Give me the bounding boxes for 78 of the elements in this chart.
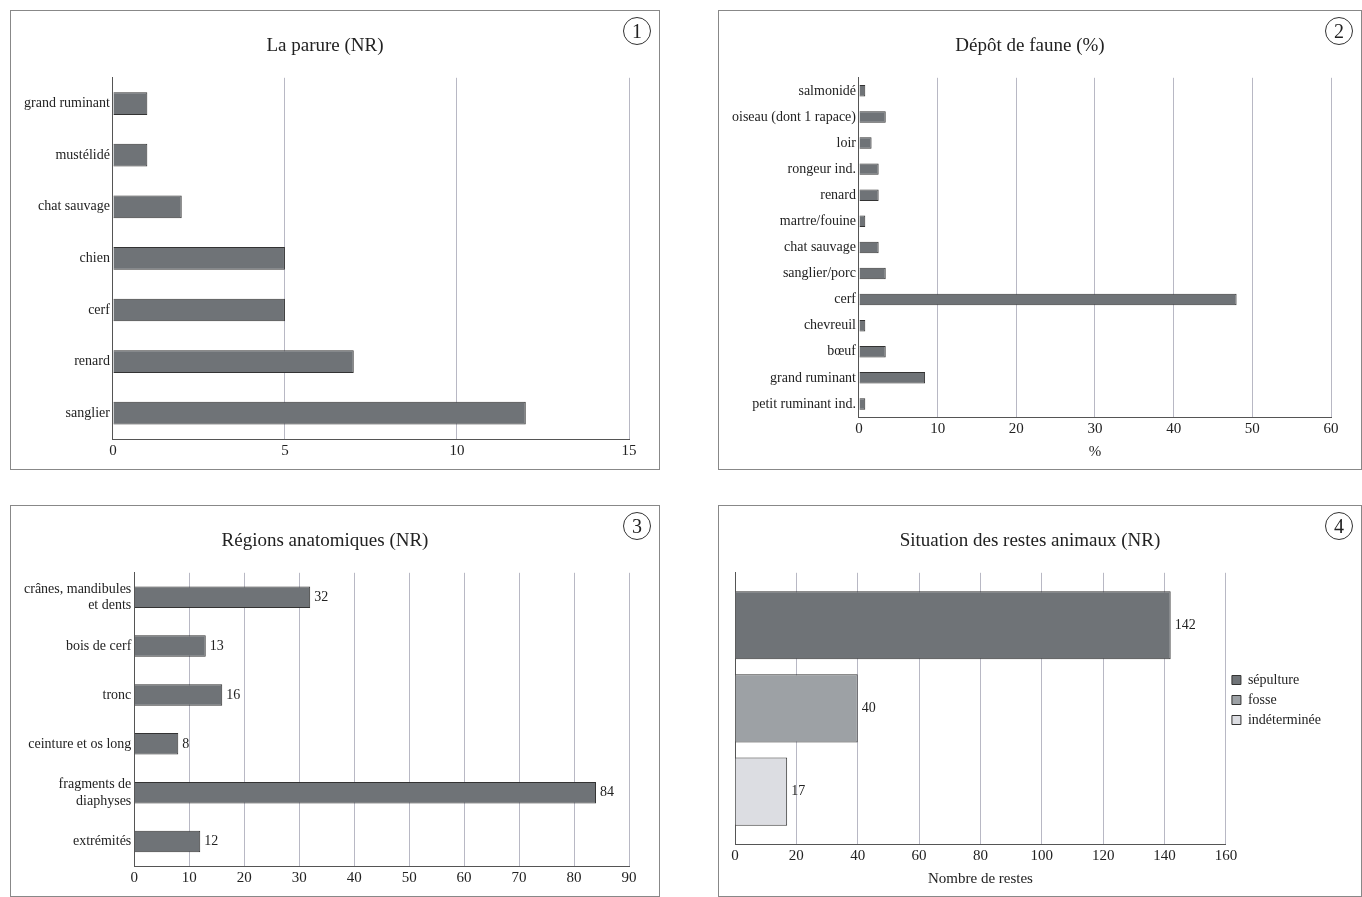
x-tick-label: 90 — [621, 868, 637, 885]
data-label: 84 — [600, 784, 615, 800]
chart-title: Régions anatomiques (NR) — [221, 529, 429, 552]
x-axis-title: Nombre de restes — [927, 869, 1034, 886]
text: 4 — [1325, 512, 1353, 540]
y-tick-label: grand ruminant — [24, 95, 111, 111]
chart-title: La parure (NR) — [266, 34, 384, 57]
y-tick-label: chat sauvage — [784, 239, 856, 255]
x-tick-label: 20 — [788, 846, 804, 863]
x-tick-label: 120 — [1091, 846, 1115, 863]
y-tick-label: rongeur ind. — [787, 160, 856, 176]
y-tick-label: sanglier/porc — [782, 265, 856, 281]
y-tick-label: fragments de diaphyses — [58, 775, 132, 808]
y-tick-label: chat sauvage — [38, 198, 110, 214]
y-tick-label: mustélidé — [55, 146, 110, 162]
x-tick-label: 80 — [972, 846, 988, 863]
y-tick-label: ceinture et os long — [28, 735, 132, 751]
text: 3 — [623, 512, 651, 540]
x-tick-label: 50 — [401, 868, 417, 885]
x-tick-label: 20 — [236, 868, 252, 885]
x-tick-label: 30 — [1087, 419, 1103, 436]
data-label: 13 — [209, 637, 224, 653]
y-tick-label: petit ruminant ind. — [752, 395, 856, 411]
x-tick-label: 20 — [1008, 419, 1024, 436]
x-tick-label: 5 — [281, 441, 289, 458]
x-tick-label: 0 — [855, 419, 863, 436]
y-tick-label: salmonidé — [798, 82, 856, 98]
x-tick-label: 0 — [731, 846, 739, 863]
data-label: 8 — [182, 735, 190, 751]
x-tick-label: 60 — [1323, 419, 1339, 436]
y-tick-label: bois de cerf — [65, 637, 132, 653]
x-tick-label: 0 — [109, 441, 117, 458]
text: 1 — [623, 17, 651, 45]
x-tick-label: 50 — [1244, 419, 1260, 436]
y-tick-label: sanglier — [65, 404, 111, 420]
y-tick-label: chien — [79, 250, 110, 266]
data-label: 16 — [226, 686, 241, 702]
y-tick-label: chevreuil — [803, 317, 857, 333]
y-tick-label: crânes, mandibules et dents — [24, 580, 132, 613]
legend-label: fosse — [1247, 691, 1277, 707]
y-tick-label: oiseau (dont 1 rapace) — [732, 108, 857, 125]
x-tick-label: 0 — [130, 868, 139, 885]
y-tick-label: renard — [820, 186, 856, 202]
text: 2 — [1325, 17, 1353, 45]
y-tick-label: cerf — [834, 291, 857, 307]
x-tick-label: 70 — [511, 868, 527, 885]
x-tick-label: 15 — [621, 441, 637, 458]
x-tick-label: 40 — [1166, 419, 1182, 436]
data-label: 32 — [314, 588, 329, 604]
data-label: 40 — [861, 700, 876, 716]
x-tick-label: 30 — [291, 868, 307, 885]
x-tick-label: 140 — [1153, 846, 1176, 863]
x-tick-label: 40 — [346, 868, 362, 885]
x-tick-label: 40 — [850, 846, 866, 863]
x-axis-title: % — [1088, 442, 1102, 459]
data-label: 12 — [204, 833, 219, 849]
x-tick-label: 80 — [566, 868, 582, 885]
y-tick-label: bœuf — [827, 343, 857, 359]
chart-title: Situation des restes animaux (NR) — [899, 529, 1161, 552]
chart-title: Dépôt de faune (%) — [955, 34, 1105, 57]
y-tick-label: extrémités — [72, 833, 132, 849]
x-tick-label: 10 — [449, 441, 465, 458]
x-tick-label: 160 — [1214, 846, 1238, 863]
y-tick-label: renard — [74, 353, 110, 369]
y-tick-label: grand ruminant — [770, 369, 857, 385]
y-tick-label: loir — [836, 134, 857, 150]
y-tick-label: cerf — [88, 301, 111, 317]
x-tick-label: 60 — [911, 846, 927, 863]
legend-label: sépulture — [1247, 671, 1300, 687]
y-tick-label: tronc — [102, 686, 132, 702]
data-label: 17 — [791, 783, 806, 799]
x-tick-label: 10 — [930, 419, 946, 436]
x-tick-label: 60 — [456, 868, 472, 885]
legend-label: indéterminée — [1247, 711, 1321, 727]
y-tick-label: martre/fouine — [779, 212, 856, 228]
x-tick-label: 100 — [1030, 846, 1054, 863]
x-tick-label: 10 — [181, 868, 197, 885]
data-label: 142 — [1174, 616, 1196, 632]
